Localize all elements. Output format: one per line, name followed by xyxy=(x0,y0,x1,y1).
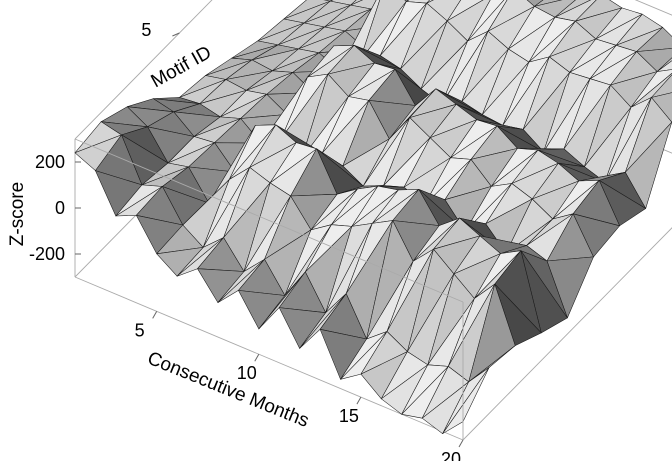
box-edge-back-2 xyxy=(462,227,672,441)
x-tick-mark xyxy=(458,439,464,448)
box-edge-back-0 xyxy=(74,276,464,441)
z-tick-label: 0 xyxy=(55,198,65,218)
axis-ticks: 51015205102000-200 xyxy=(29,20,464,461)
z-axis-title: Z-score xyxy=(7,182,28,246)
box-edge-back-6 xyxy=(74,0,213,140)
surface-facet xyxy=(350,0,364,6)
x-tick-label: 20 xyxy=(441,449,461,461)
surface-facet xyxy=(651,74,672,98)
x-tick-mark xyxy=(152,311,158,319)
x-tick-label: 5 xyxy=(135,320,145,340)
z-tick-label: -200 xyxy=(29,244,65,264)
box-edge-front-1 xyxy=(74,138,464,303)
box-edge-back-7 xyxy=(634,0,672,16)
surface-facet xyxy=(526,0,544,7)
surface-facet xyxy=(656,57,672,72)
y-tick-mark xyxy=(172,32,180,37)
x-tick-mark xyxy=(356,396,362,405)
surface-mesh xyxy=(74,0,672,434)
x-axis-title: Consecutive Months xyxy=(144,348,311,432)
z-tick-label: 200 xyxy=(35,152,65,172)
bounding-box-front xyxy=(74,138,464,440)
x-tick-label: 10 xyxy=(237,363,257,383)
surface-facet xyxy=(238,290,286,330)
x-tick-label: 15 xyxy=(339,406,359,426)
surface-facet xyxy=(442,367,490,434)
x-tick-mark xyxy=(254,353,260,362)
y-tick-label: 5 xyxy=(141,20,151,40)
